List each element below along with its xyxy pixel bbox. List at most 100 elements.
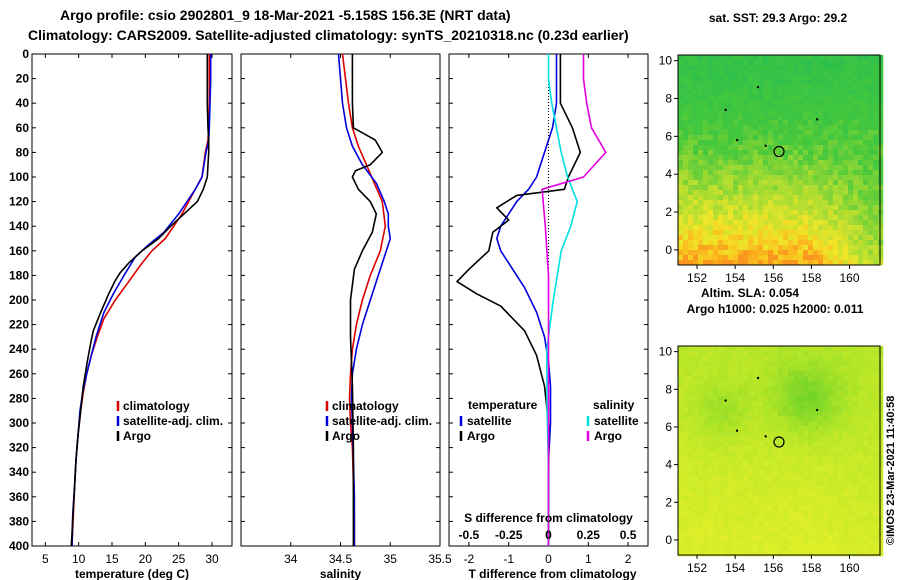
x-tick-label: 20 — [139, 552, 153, 566]
heatmap-cell — [858, 145, 864, 151]
heatmap-cell — [803, 531, 809, 537]
heatmap-cell — [828, 496, 834, 502]
heatmap-cell — [848, 501, 854, 507]
heatmap-cell — [843, 481, 849, 487]
heatmap-cell — [868, 366, 874, 372]
heatmap-cell — [693, 130, 699, 136]
heatmap-cell — [683, 541, 689, 547]
heatmap-cell — [708, 155, 714, 161]
heatmap-cell — [793, 401, 799, 407]
heatmap-cell — [848, 491, 854, 497]
heatmap-cell — [813, 135, 819, 141]
y-tick-label: 2 — [665, 205, 672, 219]
heatmap-cell — [813, 155, 819, 161]
heatmap-cell — [793, 541, 799, 547]
heatmap-cell — [683, 506, 689, 512]
heatmap-cell — [843, 200, 849, 206]
heatmap-cell — [693, 250, 699, 256]
heatmap-cell — [753, 70, 759, 76]
heatmap-cell — [858, 135, 864, 141]
heatmap-cell — [818, 235, 824, 241]
heatmap-cell — [858, 431, 864, 437]
heatmap-cell — [798, 155, 804, 161]
heatmap-cell — [753, 451, 759, 457]
heatmap-cell — [863, 391, 869, 397]
heatmap-cell — [868, 406, 874, 412]
heatmap-cell — [743, 215, 749, 221]
heatmap-cell — [863, 100, 869, 106]
heatmap-cell — [773, 110, 779, 116]
heatmap-cell — [763, 145, 769, 151]
heatmap-cell — [793, 376, 799, 382]
heatmap-cell — [813, 546, 819, 552]
heatmap-cell — [753, 456, 759, 462]
heatmap-cell — [733, 451, 739, 457]
heatmap-cell — [723, 155, 729, 161]
heatmap-cell — [728, 431, 734, 437]
heatmap-cell — [818, 416, 824, 422]
heatmap-cell — [793, 516, 799, 522]
heatmap-cell — [733, 421, 739, 427]
heatmap-cell — [698, 371, 704, 377]
heatmap-cell — [698, 260, 704, 266]
heatmap-cell — [868, 85, 874, 91]
heatmap-cell — [868, 351, 874, 357]
heatmap-cell — [728, 110, 734, 116]
heatmap-cell — [803, 396, 809, 402]
heatmap-cell — [838, 401, 844, 407]
heatmap-cell — [863, 536, 869, 542]
heatmap-cell — [763, 180, 769, 186]
heatmap-cell — [868, 205, 874, 211]
heatmap-cell — [758, 416, 764, 422]
heatmap-cell — [783, 95, 789, 101]
heatmap-cell — [763, 100, 769, 106]
heatmap-cell — [868, 60, 874, 66]
heatmap-cell — [783, 456, 789, 462]
heatmap-cell — [793, 521, 799, 527]
heatmap-cell — [878, 511, 884, 517]
heatmap-cell — [678, 140, 684, 146]
heatmap-cell — [793, 175, 799, 181]
heatmap-cell — [698, 245, 704, 251]
heatmap-cell — [788, 506, 794, 512]
x-tick-label: 34 — [284, 552, 298, 566]
heatmap-cell — [838, 85, 844, 91]
heatmap-cell — [728, 150, 734, 156]
heatmap-cell — [738, 366, 744, 372]
heatmap-cell — [833, 80, 839, 86]
heatmap-cell — [708, 130, 714, 136]
heatmap-cell — [818, 391, 824, 397]
heatmap-cell — [808, 431, 814, 437]
heatmap-cell — [873, 230, 879, 236]
heatmap-cell — [828, 406, 834, 412]
heatmap-cell — [828, 210, 834, 216]
heatmap-cell — [738, 240, 744, 246]
heatmap-cell — [753, 546, 759, 552]
heatmap-cell — [843, 471, 849, 477]
heatmap-cell — [743, 190, 749, 196]
heatmap-cell — [688, 175, 694, 181]
heatmap-cell — [693, 75, 699, 81]
heatmap-cell — [748, 145, 754, 151]
heatmap-cell — [793, 366, 799, 372]
heatmap-cell — [703, 521, 709, 527]
heatmap-cell — [838, 60, 844, 66]
heatmap-cell — [858, 220, 864, 226]
heatmap-cell — [783, 80, 789, 86]
heatmap-cell — [678, 135, 684, 141]
heatmap-cell — [878, 190, 884, 196]
heatmap-cell — [773, 391, 779, 397]
heatmap-cell — [768, 386, 774, 392]
heatmap-cell — [858, 100, 864, 106]
heatmap-cell — [693, 356, 699, 362]
heatmap-cell — [838, 75, 844, 81]
heatmap-cell — [808, 65, 814, 71]
heatmap-cell — [788, 170, 794, 176]
heatmap-cell — [778, 371, 784, 377]
heatmap-cell — [753, 125, 759, 131]
heatmap-cell — [773, 250, 779, 256]
heatmap-cell — [853, 441, 859, 447]
heatmap-cell — [763, 215, 769, 221]
heatmap-cell — [743, 421, 749, 427]
heatmap-cell — [778, 536, 784, 542]
